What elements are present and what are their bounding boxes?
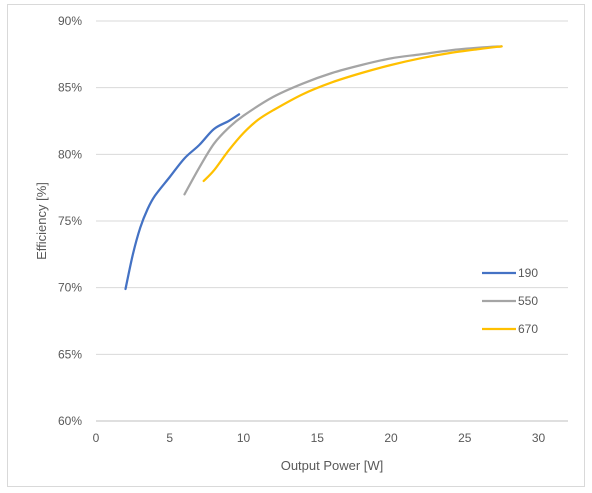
series-lines	[124, 45, 503, 291]
legend-label-190: 190	[518, 266, 538, 280]
y-axis-title: Efficiency [%]	[34, 182, 49, 260]
x-tick-label: 5	[166, 431, 173, 445]
y-tick-label: 60%	[58, 414, 82, 428]
x-tick-label: 15	[311, 431, 325, 445]
chart-frame	[7, 4, 585, 487]
x-tick-label: 0	[93, 431, 100, 445]
x-tick-label: 10	[237, 431, 251, 445]
y-tick-label: 90%	[58, 14, 82, 28]
x-tick-label: 25	[458, 431, 472, 445]
x-tick-label: 30	[532, 431, 546, 445]
y-tick-label: 85%	[58, 81, 82, 95]
y-tick-label: 70%	[58, 281, 82, 295]
x-tick-labels: 0 5 10 15 20 25 30	[93, 431, 546, 445]
gridlines	[96, 20, 568, 355]
y-tick-labels: 60% 65% 70% 75% 80% 85% 90%	[58, 14, 82, 428]
legend: 190 550 670	[482, 266, 538, 336]
x-tick-label: 20	[384, 431, 398, 445]
legend-label-670: 670	[518, 322, 538, 336]
series-line-190	[124, 113, 241, 291]
y-tick-label: 80%	[58, 147, 82, 161]
legend-label-550: 550	[518, 294, 538, 308]
series-line-670	[202, 45, 503, 183]
x-axis-title: Output Power [W]	[281, 458, 384, 473]
y-tick-label: 75%	[58, 214, 82, 228]
series-line-550	[183, 45, 503, 196]
y-tick-label: 65%	[58, 347, 82, 361]
